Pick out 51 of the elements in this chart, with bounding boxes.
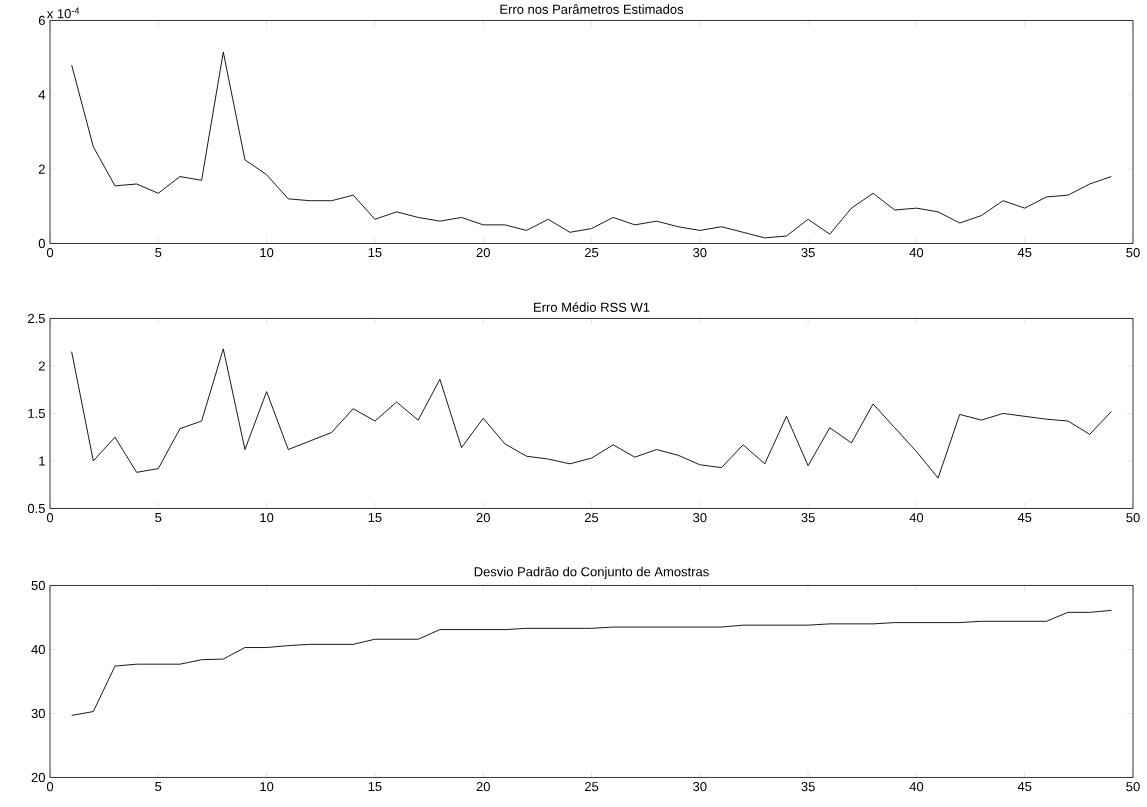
- x-tick-label: 10: [260, 247, 274, 257]
- x-tick-label: 45: [1017, 247, 1032, 257]
- x-tick-label: 0: [46, 781, 54, 791]
- text: x 10$^{-4}$: [46, 7, 80, 19]
- x-tick-label: 0: [46, 247, 54, 257]
- y-tick-label: 20: [31, 772, 45, 782]
- y-tick-label: 50: [31, 580, 45, 590]
- x-tick-label: 15: [368, 247, 382, 257]
- x-tick-label: 5: [155, 247, 162, 257]
- x-tick-label: 40: [909, 781, 924, 791]
- chart-title: Erro Médio RSS W1: [534, 302, 650, 312]
- line-series: [71, 51, 1112, 239]
- chart-title: Desvio Padrão do Conjunto de Amostras: [474, 566, 709, 579]
- x-tick-label: 50: [1126, 247, 1140, 257]
- x-tick-label: 10: [260, 512, 274, 522]
- x-tick-label: 40: [909, 512, 924, 522]
- x-tick-label: 35: [801, 247, 815, 257]
- x-tick-label: 35: [801, 512, 815, 522]
- y-tick-label: 1.5: [28, 408, 45, 418]
- x-tick-label: 5: [155, 512, 162, 522]
- x-tick-label: 45: [1017, 781, 1032, 791]
- x-tick-label: 25: [584, 247, 599, 257]
- y-tick-label: 2: [38, 361, 45, 371]
- y-tick-label: 0: [38, 238, 45, 248]
- x-tick-label: 5: [155, 781, 162, 791]
- x-tick-label: 25: [584, 512, 599, 522]
- x-tick-label: 35: [801, 781, 815, 791]
- x-tick-label: 40: [909, 247, 924, 257]
- y-tick-label: 30: [31, 708, 45, 718]
- y-tick-label: 6: [38, 15, 45, 25]
- x-tick-label: 20: [476, 512, 490, 522]
- x-tick-label: 10: [260, 781, 274, 791]
- y-tick-label: 2.5: [28, 313, 45, 323]
- y-tick-label: 0.5: [27, 503, 45, 513]
- x-tick-label: 20: [476, 781, 490, 791]
- y-tick-label: 2: [38, 164, 45, 174]
- x-tick-label: 50: [1126, 512, 1140, 522]
- x-tick-label: 20: [476, 247, 490, 257]
- x-tick-label: 15: [368, 781, 382, 791]
- chart-title: Erro nos Parâmetros Estimados: [500, 4, 684, 14]
- x-tick-label: 0: [46, 512, 54, 522]
- x-tick-label: 50: [1126, 781, 1140, 791]
- y-tick-label: 40: [31, 644, 45, 654]
- x-tick-label: 30: [693, 512, 707, 522]
- x-tick-label: 25: [584, 781, 599, 791]
- y-tick-label: 4: [38, 90, 46, 100]
- x-tick-label: 30: [693, 247, 707, 257]
- x-tick-label: 45: [1017, 512, 1032, 522]
- y-tick-label: 1: [39, 456, 45, 466]
- x-tick-label: 30: [693, 781, 707, 791]
- x-tick-label: 15: [368, 512, 382, 522]
